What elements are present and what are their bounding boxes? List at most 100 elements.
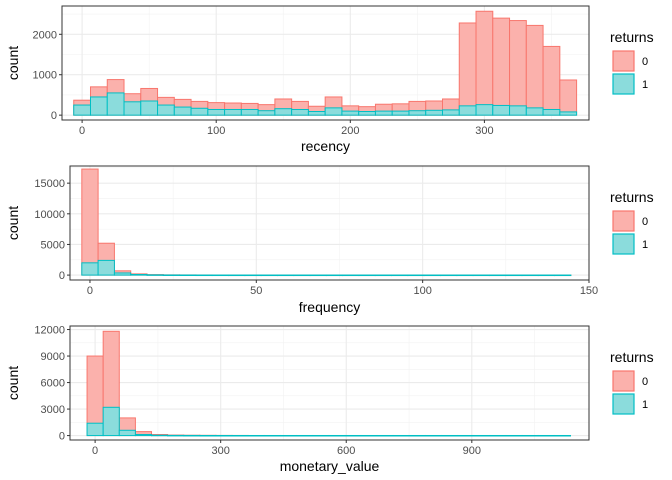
x-tick-label: 200 bbox=[341, 125, 359, 137]
histogram-bar-returns-1 bbox=[97, 259, 115, 276]
histogram-bar-returns-0 bbox=[458, 22, 477, 116]
x-axis-title: monetary_value bbox=[280, 458, 380, 474]
histogram-bar-returns-1 bbox=[228, 274, 246, 277]
legend-key-returns-1 bbox=[612, 233, 635, 255]
histogram-bar-returns-1 bbox=[293, 274, 311, 277]
histogram-bar-returns-1 bbox=[257, 110, 276, 116]
histogram-bar-returns-1 bbox=[102, 406, 120, 437]
histogram-bar-returns-1 bbox=[542, 108, 561, 116]
legend-label: 0 bbox=[642, 56, 648, 68]
x-tick-label: 100 bbox=[413, 285, 431, 297]
histogram-bar-returns-1 bbox=[151, 434, 169, 437]
histogram-bar-returns-0 bbox=[525, 24, 544, 116]
histogram-bar-returns-1 bbox=[457, 434, 475, 437]
y-tick-label: 0 bbox=[59, 270, 65, 282]
histogram-bar-returns-1 bbox=[358, 274, 376, 277]
y-axis-title: count bbox=[5, 366, 21, 400]
histogram-bar-returns-0 bbox=[559, 79, 578, 116]
histogram-bar-returns-1 bbox=[183, 434, 201, 437]
legend: returns 0 1 bbox=[610, 349, 654, 415]
histogram-bar-returns-1 bbox=[374, 274, 393, 277]
histogram-bar-returns-1 bbox=[525, 107, 544, 116]
histogram-bar-returns-1 bbox=[240, 108, 259, 116]
histogram-bar-returns-1 bbox=[521, 434, 539, 437]
histogram-bar-returns-1 bbox=[279, 434, 298, 437]
x-tick-label: 0 bbox=[92, 445, 98, 457]
legend-key-returns-0 bbox=[612, 50, 635, 72]
legend-label: 1 bbox=[642, 399, 648, 411]
histogram-bar-returns-1 bbox=[473, 434, 491, 437]
x-tick-label: 900 bbox=[463, 445, 481, 457]
y-tick-label: 9000 bbox=[41, 351, 65, 363]
y-axis-title: count bbox=[5, 46, 21, 80]
x-tick-label: 50 bbox=[250, 285, 262, 297]
histogram-bar-returns-1 bbox=[391, 110, 410, 116]
y-tick-label: 15000 bbox=[34, 178, 65, 190]
histogram-bar-returns-1 bbox=[423, 274, 441, 277]
histogram-bar-returns-1 bbox=[488, 274, 507, 277]
histogram-bar-returns-1 bbox=[358, 111, 376, 116]
legend-title: returns bbox=[610, 189, 654, 205]
histogram-bar-returns-1 bbox=[86, 422, 104, 437]
histogram-bar-returns-1 bbox=[328, 434, 346, 437]
histogram-bar-returns-1 bbox=[341, 110, 360, 116]
histogram-bar-returns-1 bbox=[374, 110, 393, 116]
histogram-bar-returns-1 bbox=[489, 434, 507, 437]
histogram-bar-returns-1 bbox=[263, 434, 281, 437]
y-tick-label: 2000 bbox=[33, 29, 57, 41]
y-tick-label: 0 bbox=[59, 431, 65, 443]
x-tick-label: 150 bbox=[580, 285, 598, 297]
histogram-bar-returns-1 bbox=[537, 274, 556, 277]
x-tick-label: 0 bbox=[79, 125, 85, 137]
histogram-bar-returns-1 bbox=[106, 92, 125, 116]
histogram-bar-returns-0 bbox=[542, 45, 561, 116]
histogram-bar-returns-1 bbox=[190, 107, 209, 116]
histogram-bar-returns-1 bbox=[456, 274, 474, 277]
histogram-bar-returns-0 bbox=[509, 20, 527, 116]
y-tick-label: 3000 bbox=[41, 404, 65, 416]
histogram-bar-returns-1 bbox=[559, 111, 578, 116]
panel-background bbox=[70, 166, 589, 280]
histogram-bar-returns-1 bbox=[274, 108, 293, 116]
x-tick-label: 0 bbox=[87, 285, 93, 297]
histogram-bar-returns-1 bbox=[113, 272, 132, 276]
y-tick-label: 0 bbox=[51, 110, 57, 122]
y-tick-label: 1000 bbox=[33, 70, 57, 82]
histogram-bar-returns-1 bbox=[179, 274, 197, 277]
histogram-bar-returns-1 bbox=[505, 434, 523, 437]
histogram-bar-returns-1 bbox=[247, 434, 265, 437]
histogram-bar-returns-1 bbox=[260, 274, 278, 277]
histogram-bar-returns-1 bbox=[425, 109, 443, 116]
legend-label: 0 bbox=[642, 216, 648, 228]
histogram-bar-returns-1 bbox=[231, 434, 249, 437]
histogram-bar-returns-1 bbox=[391, 274, 409, 277]
histogram-bar-returns-1 bbox=[509, 105, 527, 116]
panel-border bbox=[69, 165, 590, 281]
histogram-bar-returns-1 bbox=[344, 434, 362, 437]
histogram-bar-returns-1 bbox=[211, 274, 230, 277]
histogram-bar-returns-1 bbox=[537, 434, 555, 437]
histogram-bar-returns-1 bbox=[342, 274, 360, 277]
histogram-bar-returns-1 bbox=[81, 262, 99, 276]
histogram-bar-returns-1 bbox=[215, 434, 233, 437]
histogram-bar-returns-1 bbox=[472, 274, 490, 277]
histogram-bar-returns-1 bbox=[89, 96, 108, 116]
legend-key-returns-0 bbox=[612, 370, 635, 392]
y-tick-label: 12000 bbox=[34, 325, 65, 337]
histogram-bar-returns-1 bbox=[408, 110, 427, 116]
histogram-bar-returns-1 bbox=[162, 274, 181, 276]
histogram-bar-returns-1 bbox=[224, 108, 242, 116]
histogram-bar-returns-1 bbox=[360, 434, 378, 437]
histogram-bar-returns-1 bbox=[475, 104, 494, 116]
histogram-bar-returns-1 bbox=[441, 434, 459, 437]
histogram-bar-returns-1 bbox=[458, 105, 477, 116]
histogram-bar-returns-1 bbox=[123, 101, 142, 116]
histogram-bar-returns-1 bbox=[553, 434, 571, 437]
histogram-bar-returns-0 bbox=[81, 168, 99, 276]
histogram-bar-returns-1 bbox=[167, 434, 185, 437]
x-tick-label: 100 bbox=[207, 125, 225, 137]
histogram-bar-returns-0 bbox=[475, 10, 494, 116]
histogram-bar-returns-0 bbox=[492, 17, 511, 116]
x-tick-label: 300 bbox=[475, 125, 493, 137]
